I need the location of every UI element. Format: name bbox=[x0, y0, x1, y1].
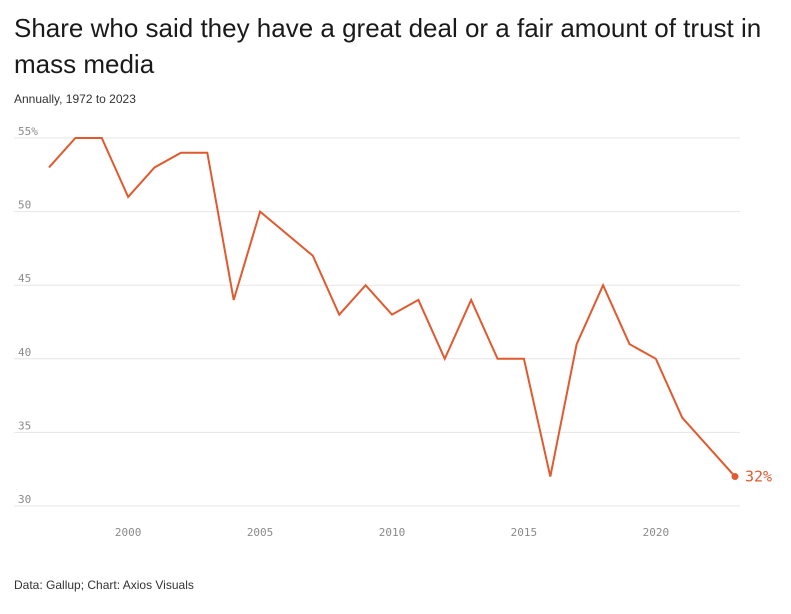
grid-lines bbox=[14, 137, 740, 507]
x-tick-label: 2005 bbox=[247, 526, 274, 539]
y-tick-label: 45 bbox=[18, 272, 31, 285]
y-tick-label: 30 bbox=[18, 493, 31, 506]
source-note: Data: Gallup; Chart: Axios Visuals bbox=[14, 578, 194, 592]
annotation-group: 32% bbox=[731, 468, 772, 486]
chart-title: Share who said they have a great deal or… bbox=[14, 13, 762, 79]
x-tick-label: 2000 bbox=[115, 526, 142, 539]
end-value-label: 32% bbox=[745, 468, 772, 486]
series-group bbox=[48, 137, 736, 478]
y-axis-ticks: 30 35 40 45 50 55% bbox=[18, 125, 38, 506]
x-tick-label: 2010 bbox=[379, 526, 406, 539]
y-tick-label: 35 bbox=[18, 419, 31, 432]
series-line bbox=[48, 137, 736, 478]
end-point-marker bbox=[731, 473, 739, 481]
x-axis-ticks: 2000 2005 2010 2015 2020 bbox=[115, 526, 669, 539]
y-tick-label: 55% bbox=[18, 125, 38, 138]
x-tick-label: 2015 bbox=[511, 526, 538, 539]
y-tick-label: 50 bbox=[18, 199, 31, 212]
x-tick-label: 2020 bbox=[643, 526, 670, 539]
y-tick-label: 40 bbox=[18, 346, 31, 359]
chart-subtitle: Annually, 1972 to 2023 bbox=[14, 92, 136, 106]
